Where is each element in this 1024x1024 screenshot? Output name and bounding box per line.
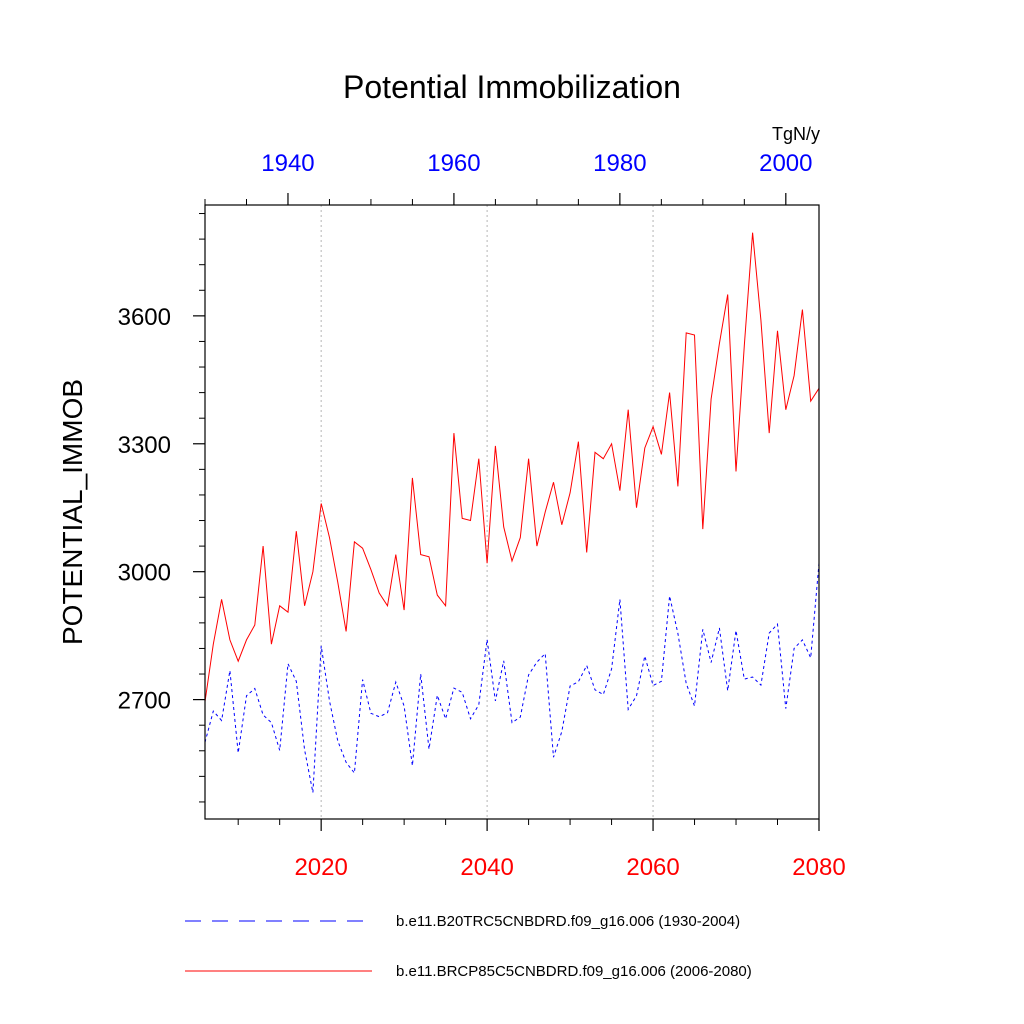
y-tick-label-3600: 3600 (118, 304, 171, 331)
tick-labels: 2700 3000 3300 3600 2020 2040 2060 2080 1940 1960… (118, 150, 846, 881)
series-line-rcp85 (204, 232, 820, 702)
grid-lines (320, 205, 654, 819)
y-tick-label-3300: 3300 (118, 432, 171, 459)
bottom-tick-label-2080: 2080 (792, 854, 845, 881)
legend: b.e11.B20TRC5CNBDRD.f09_g16.006 (1930-20… (185, 913, 752, 980)
bottom-tick-label-2060: 2060 (626, 854, 679, 881)
series-line-historical (204, 563, 820, 793)
legend-label-rcp85: b.e11.BRCP85C5CNBDRD.f09_g16.006 (2006-2… (396, 963, 752, 980)
units-label: TgN/y (772, 124, 820, 144)
legend-label-historical: b.e11.B20TRC5CNBDRD.f09_g16.006 (1930-20… (396, 913, 740, 930)
bottom-tick-label-2020: 2020 (294, 854, 347, 881)
top-tick-label-1960: 1960 (427, 150, 480, 177)
top-tick-label-1980: 1980 (593, 150, 646, 177)
top-tick-label-2000: 2000 (759, 150, 812, 177)
axis-ticks (193, 193, 820, 831)
bottom-tick-label-2040: 2040 (460, 854, 513, 881)
chart-title: Potential Immobilization (343, 69, 681, 105)
y-tick-label-3000: 3000 (118, 560, 171, 587)
y-tick-label-2700: 2700 (118, 688, 171, 715)
y-axis-label: POTENTIAL_IMMOB (57, 379, 88, 645)
top-tick-label-1940: 1940 (261, 150, 314, 177)
plot-area-frame (204, 204, 820, 820)
series-lines (204, 232, 820, 793)
